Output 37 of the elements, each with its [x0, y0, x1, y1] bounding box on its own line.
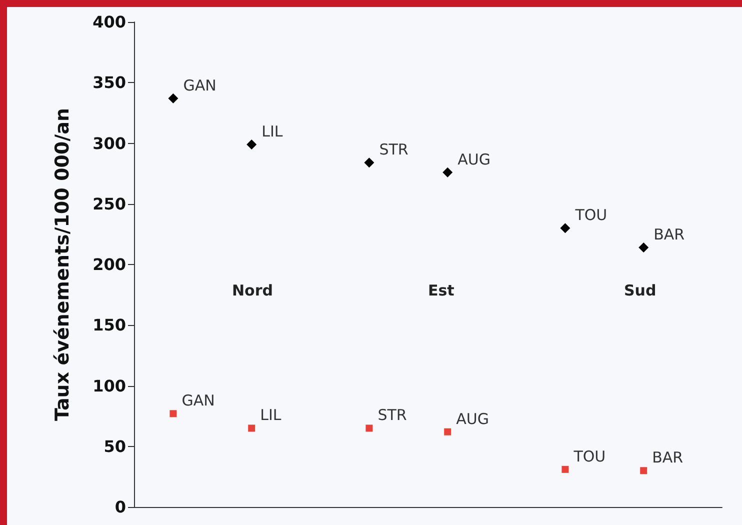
data-label: GAN [183, 76, 216, 94]
data-label: AUG [456, 410, 489, 428]
y-tick-label: 400 [92, 12, 126, 32]
data-label: GAN [182, 392, 215, 410]
point [444, 428, 452, 436]
data-label: TOU [574, 206, 608, 224]
y-tick-label: 300 [92, 134, 126, 153]
data-label: STR [378, 406, 407, 424]
annotation: Sud [624, 282, 656, 300]
point [640, 467, 648, 474]
point [442, 167, 453, 178]
y-tick-label: 150 [92, 316, 126, 335]
y-tick-label: 250 [92, 194, 126, 214]
data-label: BAR [652, 448, 684, 467]
y-tick-label: 50 [104, 436, 126, 456]
y-tick-label: 0 [114, 498, 126, 516]
y-tick-label: 350 [92, 73, 126, 92]
data-label: LIL [262, 122, 284, 140]
point [366, 424, 373, 432]
data-label: AUG [458, 150, 490, 168]
data-label: TOU [572, 447, 606, 466]
y-tick-label: 100 [92, 376, 126, 396]
point [364, 158, 374, 168]
data-label: BAR [654, 226, 685, 244]
point [638, 242, 649, 253]
point [560, 223, 570, 234]
y-axis-title: Taux événements/100 000/an [52, 108, 74, 422]
point [246, 139, 257, 150]
point [562, 466, 569, 473]
annotation: Nord [232, 282, 273, 300]
y-tick-label: 200 [92, 255, 126, 274]
point [170, 410, 177, 418]
data-label: LIL [260, 406, 282, 424]
data-label: STR [379, 140, 408, 159]
annotation: Est [428, 282, 454, 300]
point [168, 93, 178, 104]
point [248, 424, 256, 432]
